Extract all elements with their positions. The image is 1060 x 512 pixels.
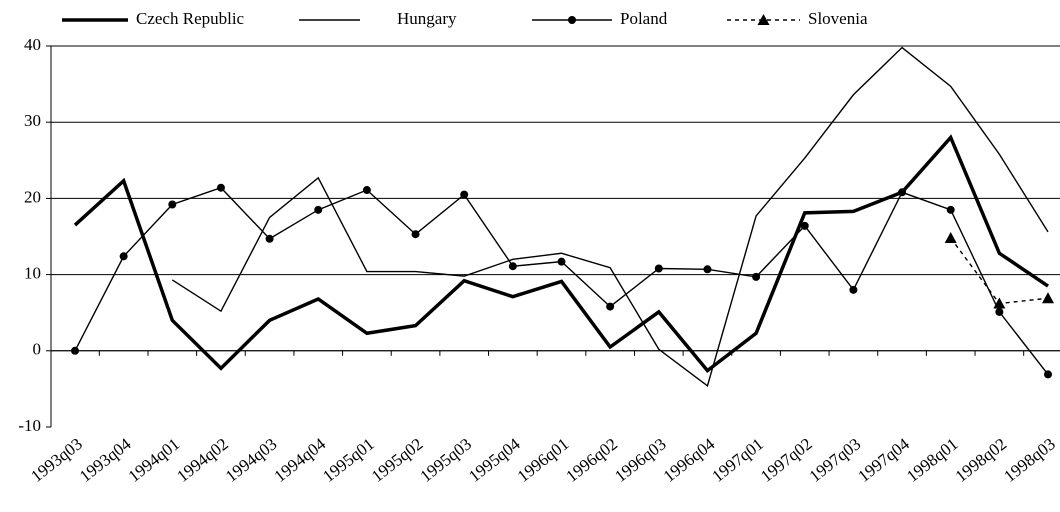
series-line <box>171 46 1049 388</box>
point <box>654 264 663 273</box>
y-tick-label: 10 <box>24 264 41 283</box>
point <box>508 262 517 271</box>
point <box>944 232 957 244</box>
x-tick-label: 1997q02 <box>757 434 816 486</box>
x-tick-label: 1996q03 <box>611 434 670 486</box>
y-tick-label: 30 <box>24 111 41 130</box>
point <box>703 265 712 274</box>
y-tick-label: -10 <box>18 416 41 435</box>
x-tick-label: 1994q01 <box>125 434 184 486</box>
point <box>1042 292 1054 304</box>
x-tick-label: 1996q04 <box>660 434 719 486</box>
point <box>993 297 1006 309</box>
x-tick-label: 1995q02 <box>368 434 427 486</box>
series-line <box>950 237 1049 305</box>
x-tick-label: 1998q03 <box>1000 434 1059 486</box>
point <box>314 205 323 214</box>
point <box>71 346 79 355</box>
y-tick-label: 20 <box>24 187 41 206</box>
point <box>216 183 225 192</box>
point <box>849 285 858 294</box>
point <box>1044 370 1052 379</box>
point <box>800 221 809 230</box>
x-tick-label: 1994q02 <box>173 434 232 486</box>
point <box>168 200 177 209</box>
legend-label: Hungary <box>397 9 457 28</box>
point <box>557 257 566 266</box>
point <box>606 302 615 311</box>
y-tick-label: 0 <box>33 340 42 359</box>
x-tick-label: 1998q02 <box>952 434 1011 486</box>
point <box>265 234 274 243</box>
legend-label: Slovenia <box>808 9 868 28</box>
point <box>995 307 1004 316</box>
x-tick-label: 1997q01 <box>708 434 767 486</box>
legend-marker <box>568 16 576 24</box>
x-tick-label: 1995q04 <box>465 434 524 486</box>
y-tick-label: 40 <box>24 35 41 54</box>
x-tick-label: 1993q03 <box>27 434 86 486</box>
point <box>460 190 469 199</box>
legend-label: Poland <box>620 9 668 28</box>
x-tick-label: 1996q02 <box>562 434 621 486</box>
x-tick-label: 1995q01 <box>319 434 378 486</box>
x-tick-label: 1997q03 <box>806 434 865 486</box>
x-tick-label: 1997q04 <box>854 434 913 486</box>
point <box>362 186 371 195</box>
legend-marker <box>757 14 770 25</box>
point <box>946 205 955 214</box>
point <box>119 252 128 261</box>
point <box>898 188 907 197</box>
x-tick-label: 1994q04 <box>271 434 330 486</box>
series-line <box>73 134 1049 374</box>
point <box>411 230 420 239</box>
x-tick-label: 1998q01 <box>903 434 962 486</box>
x-tick-label: 1993q04 <box>76 434 135 486</box>
x-tick-label: 1994q03 <box>222 434 281 486</box>
x-tick-label: 1995q03 <box>416 434 475 486</box>
legend-label: Czech Republic <box>136 9 245 28</box>
point <box>752 272 761 281</box>
x-tick-label: 1996q01 <box>514 434 573 486</box>
